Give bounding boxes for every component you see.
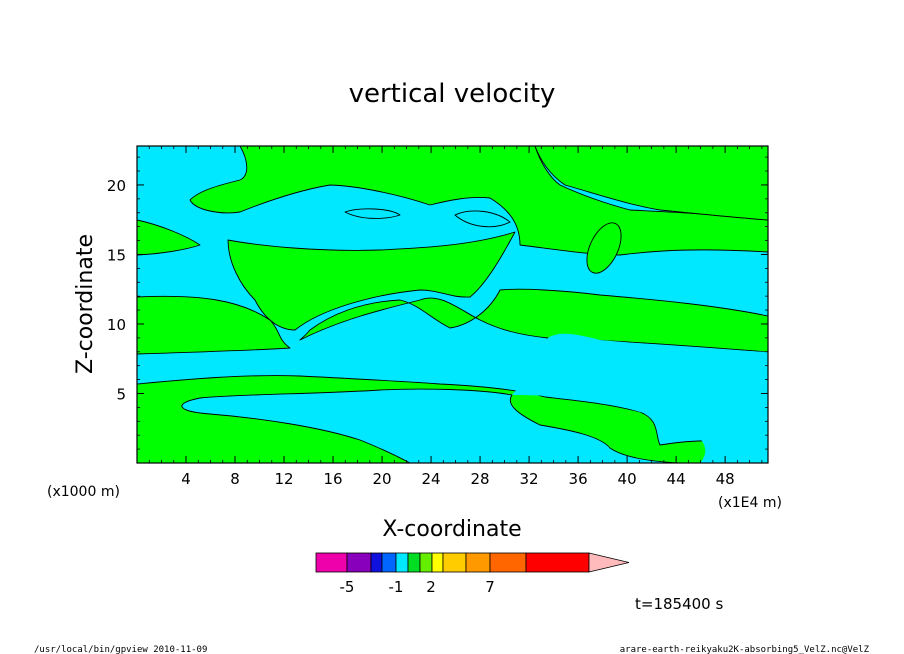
- colorbar-segment: [407, 552, 421, 573]
- chart-title: vertical velocity: [349, 79, 556, 109]
- footer-right: arare-earth-reikyaku2K-absorbing5_VelZ.n…: [620, 645, 870, 654]
- colorbar-tick-label: -1: [389, 578, 404, 596]
- y-axis: 5 10 15 20: [107, 156, 768, 450]
- positive-region-lens: [454, 210, 511, 228]
- colorbar-segment: [419, 552, 433, 573]
- colorbar-arrow: [588, 552, 630, 573]
- colorbar: [315, 552, 630, 573]
- colorbar-segment: [381, 552, 397, 573]
- positive-region-middle: [137, 295, 291, 355]
- y-tick-label: 5: [116, 385, 126, 403]
- y-axis-label: Z-coordinate: [73, 234, 98, 374]
- positive-region-right-middle: [512, 333, 768, 463]
- plot-area: [137, 146, 768, 463]
- colorbar-tick-label: 2: [426, 578, 436, 596]
- x-tick-label: 16: [323, 470, 342, 488]
- colorbar-segment: [395, 552, 409, 573]
- colorbar-labels: -5 -1 2 7: [340, 578, 495, 596]
- colorbar-segment: [525, 552, 590, 573]
- x-tick-label: 40: [618, 470, 637, 488]
- positive-region-dome: [227, 231, 516, 331]
- colorbar-segment: [489, 552, 527, 573]
- x-tick-label: 48: [716, 470, 735, 488]
- positive-region-top-right: [534, 146, 768, 221]
- positive-region-central: [299, 288, 768, 353]
- x-axis: 4 8 12 16 20 24 28 32 36 40 44 48: [148, 146, 763, 488]
- x-tick-label: 4: [181, 470, 191, 488]
- colorbar-segment: [346, 552, 372, 573]
- colorbar-tick-label: 7: [485, 578, 495, 596]
- x-tick-label: 8: [230, 470, 240, 488]
- colorbar-segment: [465, 552, 491, 573]
- positive-region-upper-left: [137, 219, 201, 256]
- x-tick-label: 32: [520, 470, 539, 488]
- x-tick-label: 44: [667, 470, 686, 488]
- x-tick-label: 24: [422, 470, 441, 488]
- colorbar-segment: [315, 552, 348, 573]
- colorbar-segment: [431, 552, 444, 573]
- x-axis-label: X-coordinate: [382, 517, 521, 542]
- x-unit-right: (x1E4 m): [718, 495, 782, 511]
- positive-region-oval: [586, 222, 622, 274]
- plot-frame: [136, 145, 769, 464]
- x-tick-label: 36: [569, 470, 588, 488]
- footer-left: /usr/local/bin/gpview 2010-11-09: [34, 645, 207, 654]
- positive-regions: [137, 146, 768, 463]
- positive-region-small: [344, 208, 401, 219]
- x-tick-label: 12: [274, 470, 293, 488]
- colorbar-segment: [370, 552, 383, 573]
- x-unit-left: (x1000 m): [47, 484, 120, 500]
- positive-region-bottom: [137, 375, 768, 463]
- colorbar-tick-label: -5: [340, 578, 355, 596]
- x-tick-label: 20: [373, 470, 392, 488]
- y-tick-label: 10: [107, 316, 126, 334]
- colorbar-segment: [442, 552, 467, 573]
- x-tick-label: 28: [471, 470, 490, 488]
- time-label: t=185400 s: [635, 595, 723, 613]
- y-tick-label: 15: [107, 246, 126, 264]
- y-tick-label: 20: [107, 177, 126, 195]
